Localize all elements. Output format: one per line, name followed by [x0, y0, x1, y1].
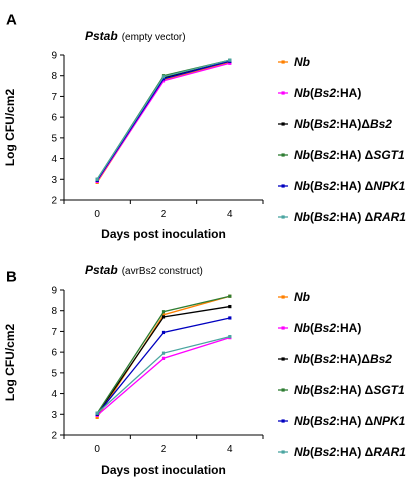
y-tick-label: 3 [51, 175, 57, 186]
chart-title: Pstab (empty vector) [85, 29, 186, 43]
legend-label: Nb [294, 55, 310, 69]
legend-marker [281, 419, 285, 423]
y-tick-label: 8 [51, 306, 57, 317]
y-axis-label: Log CFU/cm2 [3, 324, 17, 402]
data-point [161, 315, 166, 319]
y-axis-label: Log CFU/cm2 [3, 89, 17, 167]
legend-label: Nb(Bs2:HA) ΔSGT1 [294, 383, 405, 397]
y-tick-label: 6 [51, 348, 57, 359]
legend-label: Nb(Bs2:HA) [294, 321, 361, 335]
series-line [96, 335, 230, 414]
data-point [161, 330, 166, 335]
legend-marker [281, 122, 285, 126]
data-point [161, 351, 166, 355]
y-tick-label: 4 [51, 154, 57, 165]
data-point [95, 177, 99, 181]
legend-label: Nb(Bs2:HA)ΔBs2 [294, 117, 392, 131]
x-tick-label: 2 [161, 444, 167, 455]
chart-subtitle: (avrBs2 construct) [122, 266, 203, 277]
legend-marker [281, 60, 285, 64]
x-tick-label: 2 [161, 209, 167, 220]
legend-marker [281, 326, 285, 330]
data-point [161, 77, 166, 81]
x-axis-label: Days post inoculation [101, 463, 226, 477]
data-point [161, 310, 166, 314]
y-tick-label: 5 [51, 133, 57, 144]
data-point [161, 75, 166, 79]
legend-marker [281, 91, 285, 95]
legend-marker [281, 153, 285, 157]
data-point [161, 356, 166, 360]
data-point [228, 304, 232, 309]
series-line [96, 337, 231, 416]
x-axis-label: Days post inoculation [101, 227, 226, 241]
legend-label: Nb(Bs2:HA) ΔNPK1 [294, 414, 406, 428]
legend-label: Nb(Bs2:HA) ΔRAR1 [294, 445, 406, 459]
legend-label: Nb(Bs2:HA)ΔBs2 [294, 352, 392, 366]
y-tick-label: 2 [51, 196, 57, 207]
legend-label: Nb [294, 290, 310, 304]
legend-label: Nb(Bs2:HA) ΔSGT1 [294, 148, 405, 162]
y-tick-label: 4 [51, 389, 57, 400]
legend-label: Nb(Bs2:HA) ΔRAR1 [294, 210, 406, 224]
legend-marker [281, 450, 285, 454]
chart-title-main: Pstab [85, 29, 118, 43]
chart-subtitle: (empty vector) [122, 32, 186, 43]
data-point [228, 294, 232, 298]
y-tick-label: 8 [51, 71, 57, 82]
panel-letter: B [6, 268, 17, 285]
legend-marker [281, 215, 285, 219]
y-tick-label: 9 [51, 286, 57, 297]
x-tick-label: 0 [94, 444, 100, 455]
legend-marker [281, 295, 285, 299]
data-point [95, 415, 99, 419]
x-tick-label: 4 [227, 209, 233, 220]
legend-marker [281, 184, 285, 188]
y-tick-label: 9 [51, 51, 57, 62]
data-point [228, 61, 232, 65]
data-point [95, 411, 99, 415]
x-tick-label: 4 [227, 444, 233, 455]
chart-title: Pstab (avrBs2 construct) [85, 263, 203, 277]
data-point [228, 316, 232, 320]
data-point [161, 79, 166, 83]
y-tick-label: 6 [51, 113, 57, 124]
chart-title-main: Pstab [85, 263, 118, 277]
y-tick-label: 7 [51, 92, 57, 103]
legend-marker [281, 357, 285, 361]
data-point [228, 58, 232, 62]
x-tick-label: 0 [94, 209, 100, 220]
y-tick-label: 2 [51, 431, 57, 442]
legend-label: Nb(Bs2:HA) ΔNPK1 [294, 179, 406, 193]
data-point [228, 335, 232, 339]
y-tick-label: 5 [51, 368, 57, 379]
y-tick-label: 3 [51, 410, 57, 421]
y-tick-label: 7 [51, 327, 57, 338]
data-point [161, 313, 166, 317]
panel-letter: A [6, 11, 17, 28]
legend-label: Nb(Bs2:HA) [294, 86, 361, 100]
legend-marker [281, 388, 285, 392]
